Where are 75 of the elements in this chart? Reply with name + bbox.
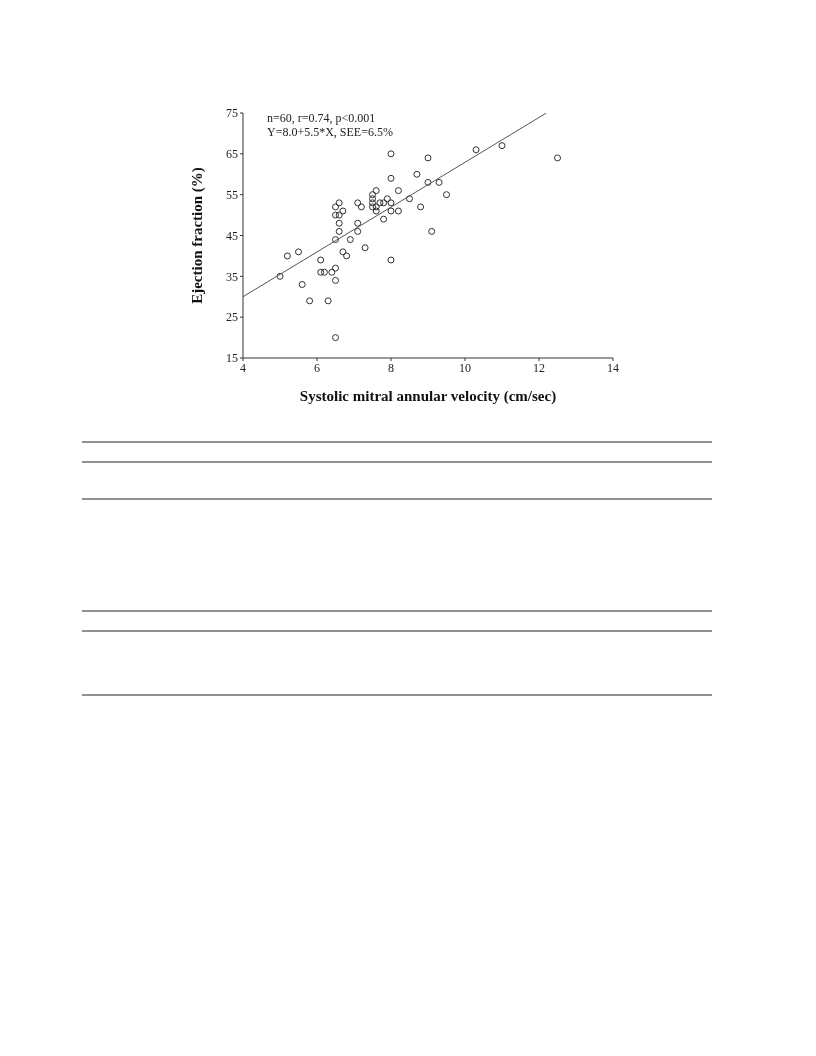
point: [335, 199, 343, 207]
point: [380, 215, 388, 223]
point: [369, 199, 376, 207]
point: [428, 227, 436, 235]
point: [317, 256, 325, 264]
point: [320, 268, 328, 276]
point: [335, 211, 343, 219]
point: [435, 178, 443, 186]
point: [332, 236, 339, 244]
point: [424, 178, 432, 186]
point: [380, 199, 388, 207]
point: [372, 203, 380, 211]
x-tick-label: 14: [607, 360, 619, 375]
point: [406, 195, 413, 203]
point: [413, 170, 421, 178]
y-axis-title: Ejection fraction (%): [189, 167, 207, 304]
point: [417, 203, 425, 211]
point: [372, 187, 380, 195]
point: [328, 268, 336, 276]
point: [369, 191, 376, 199]
point: [306, 297, 314, 305]
x-tick-label: 6: [314, 360, 320, 375]
point: [346, 236, 354, 244]
x-tick-label: 4: [240, 360, 246, 375]
y-tick-label: 35: [226, 269, 238, 284]
point: [472, 146, 480, 154]
point: [298, 281, 306, 288]
x-axis-title: Systolic mitral annular velocity (cm/sec): [299, 388, 557, 405]
point: [332, 276, 339, 284]
y-tick-label: 15: [226, 351, 238, 366]
point: [376, 199, 384, 207]
point: [387, 207, 395, 215]
y-tick-label: 25: [226, 310, 238, 325]
point: [387, 174, 395, 182]
point: [369, 203, 376, 211]
point: [498, 142, 506, 150]
point: [387, 199, 395, 207]
point: [339, 207, 347, 215]
point: [383, 195, 391, 203]
point: [387, 150, 395, 158]
point: [332, 203, 339, 211]
point: [332, 334, 339, 342]
point: [354, 227, 362, 235]
point: [394, 207, 402, 215]
point: [343, 252, 351, 260]
point: [394, 187, 402, 195]
x-tick-label: 8: [388, 360, 394, 375]
annotation: n=60, r=0.74, p<0.001: [267, 111, 376, 126]
point: [276, 272, 284, 280]
point: [324, 297, 332, 305]
point: [335, 227, 343, 235]
point: [295, 248, 302, 256]
x-tick-label: 12: [533, 360, 545, 375]
y-tick-label: 75: [226, 106, 238, 121]
x-tick-label: 10: [459, 360, 471, 375]
point: [443, 191, 450, 199]
point: [354, 219, 362, 227]
point: [332, 264, 339, 272]
y-tick-label: 65: [226, 147, 238, 162]
point: [372, 207, 380, 215]
y-tick-label: 45: [226, 228, 238, 243]
point: [361, 244, 369, 252]
point: [357, 203, 365, 211]
point: [339, 248, 347, 256]
point: [369, 195, 376, 203]
point: [335, 219, 343, 227]
point: [283, 252, 291, 260]
point: [554, 154, 561, 162]
point: [317, 268, 325, 276]
annotation: Y=8.0+5.5*X, SEE=6.5%: [267, 125, 393, 140]
point: [424, 154, 432, 162]
point: [332, 211, 339, 219]
y-tick-label: 55: [226, 187, 238, 202]
point: [354, 199, 362, 207]
point: [387, 256, 395, 264]
